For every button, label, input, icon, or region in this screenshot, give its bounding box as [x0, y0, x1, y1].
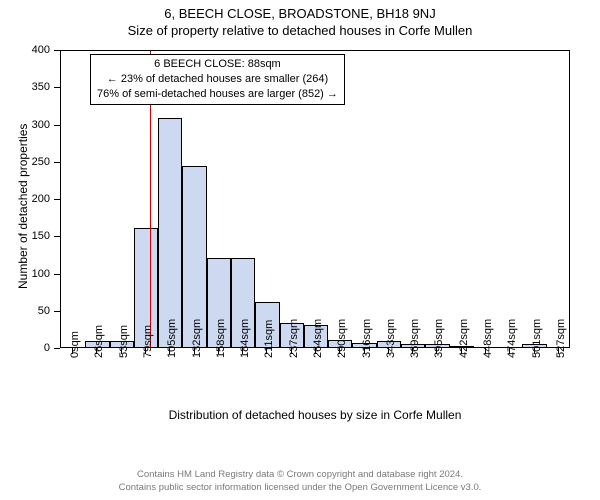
y-tick: [54, 125, 60, 126]
y-tick: [54, 199, 60, 200]
y-tick-label: 100: [0, 268, 50, 280]
y-axis-label: Number of detached properties: [16, 124, 30, 289]
annotation-line2: ← 23% of detached houses are smaller (26…: [97, 72, 338, 87]
y-tick: [54, 311, 60, 312]
y-tick: [54, 50, 60, 51]
y-tick: [54, 87, 60, 88]
y-tick-label: 350: [0, 81, 50, 93]
annotation-line1: 6 BEECH CLOSE: 88sqm: [97, 57, 338, 72]
y-tick: [54, 348, 60, 349]
y-tick-label: 150: [0, 230, 50, 242]
histogram-chart: Number of detached properties Distributi…: [0, 42, 600, 442]
y-tick-label: 300: [0, 119, 50, 131]
footer-line1: Contains HM Land Registry data © Crown c…: [0, 469, 600, 481]
histogram-bar: [158, 118, 182, 347]
x-axis-label: Distribution of detached houses by size …: [60, 408, 570, 422]
y-tick: [54, 162, 60, 163]
y-tick-label: 50: [0, 305, 50, 317]
y-tick-label: 200: [0, 193, 50, 205]
footer-line2: Contains public sector information licen…: [0, 482, 600, 494]
annotation-box: 6 BEECH CLOSE: 88sqm← 23% of detached ho…: [90, 54, 345, 105]
y-tick-label: 0: [0, 342, 50, 354]
footer-attribution: Contains HM Land Registry data © Crown c…: [0, 469, 600, 494]
y-tick-label: 400: [0, 44, 50, 56]
page-title-line1: 6, BEECH CLOSE, BROADSTONE, BH18 9NJ: [0, 0, 600, 21]
y-tick: [54, 274, 60, 275]
y-tick: [54, 236, 60, 237]
annotation-line3: 76% of semi-detached houses are larger (…: [97, 87, 338, 102]
page-title-line2: Size of property relative to detached ho…: [0, 21, 600, 42]
y-tick-label: 250: [0, 156, 50, 168]
